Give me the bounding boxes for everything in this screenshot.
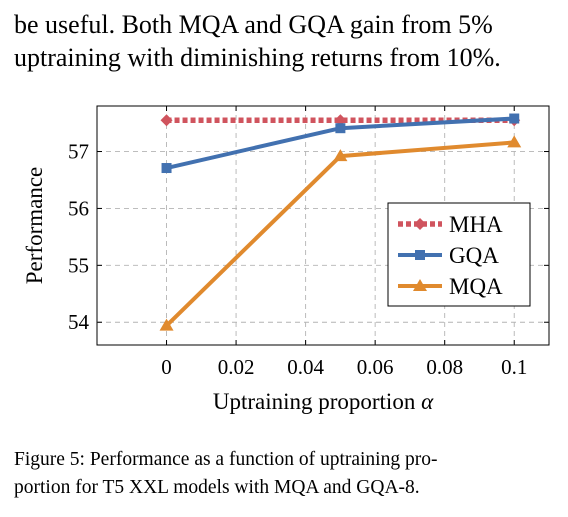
legend: MHA GQA MQA (387, 202, 531, 307)
x-tick-label: 0.08 (426, 355, 463, 379)
x-axis-label: Uptraining proportion α (213, 389, 434, 414)
body-paragraph: be useful. Both MQA and GQA gain from 5%… (14, 8, 559, 74)
x-tick-label: 0 (161, 355, 172, 379)
figure-caption: Figure 5: Performance as a function of u… (14, 446, 559, 502)
legend-label-gqa: GQA (449, 243, 499, 268)
data-point-gqa (509, 113, 520, 124)
data-point-mqa (333, 149, 348, 162)
x-tick-label: 0.04 (287, 355, 324, 379)
legend-marker-gqa (415, 250, 425, 260)
legend-marker-mha (414, 218, 426, 230)
legend-label-mqa: MQA (449, 274, 503, 299)
series-mqa (159, 135, 522, 331)
y-tick-label: 56 (68, 196, 89, 220)
series-gqa (161, 113, 520, 174)
figure-caption-line-2: portion for T5 XXL models with MQA and G… (14, 477, 420, 498)
body-paragraph-line-1: be useful. Both MQA and GQA gain from 5% (14, 10, 493, 39)
y-axis-label: Performance (22, 167, 47, 285)
data-point-mha (160, 114, 173, 127)
legend-item-gqa: GQA (398, 243, 499, 268)
y-tick-label: 54 (68, 310, 90, 334)
data-point-gqa (335, 123, 346, 134)
legend-item-mqa: MQA (398, 274, 503, 299)
y-tick-label: 55 (68, 253, 89, 277)
x-axis-label-text: Uptraining proportion (213, 389, 421, 414)
x-tick-label: 0.02 (218, 355, 255, 379)
data-point-gqa (161, 163, 172, 174)
legend-label-mha: MHA (449, 212, 503, 237)
y-tick-label: 57 (68, 140, 89, 164)
x-tick-label: 0.1 (501, 355, 527, 379)
x-tick-label: 0.06 (357, 355, 394, 379)
x-axis-label-symbol: α (421, 389, 434, 414)
data-point-mqa (507, 135, 522, 148)
data-point-mqa (159, 318, 174, 331)
legend-marker-mqa (413, 279, 427, 291)
plot-frame (96, 105, 550, 346)
series-layer (159, 113, 522, 331)
legend-item-mha: MHA (398, 212, 503, 237)
axis-ticks: 0 0.02 0.04 0.06 0.08 0.1 54 55 56 57 (68, 106, 549, 379)
body-paragraph-line-2: uptraining with diminishing returns from… (14, 43, 501, 72)
figure-caption-line-1: Figure 5: Performance as a function of u… (14, 449, 438, 470)
